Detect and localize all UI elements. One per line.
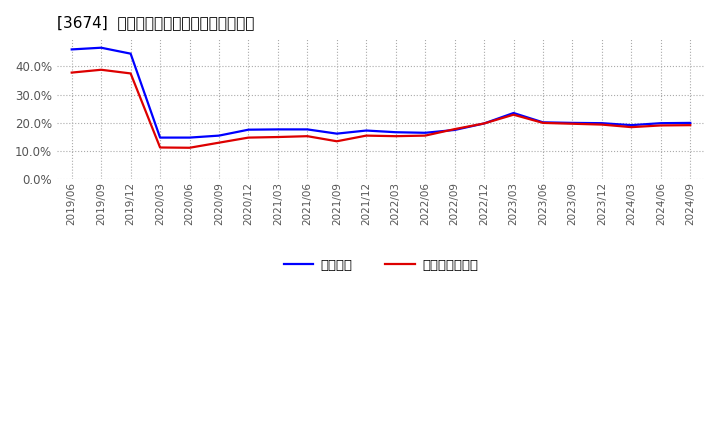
固定長期適合率 — [362, 133, 371, 138]
固定長期適合率 — [126, 71, 135, 76]
固定長期適合率 — [244, 135, 253, 140]
固定長期適合率 — [156, 145, 164, 150]
固定長期適合率 — [450, 126, 459, 132]
固定長期適合率 — [97, 67, 106, 73]
固定比率 — [156, 135, 164, 140]
固定長期適合率 — [185, 145, 194, 150]
固定比率 — [686, 120, 695, 125]
固定長期適合率 — [480, 121, 488, 126]
固定長期適合率 — [215, 140, 223, 145]
Line: 固定比率: 固定比率 — [72, 48, 690, 138]
Line: 固定長期適合率: 固定長期適合率 — [72, 70, 690, 148]
固定比率 — [333, 131, 341, 136]
固定長期適合率 — [274, 134, 282, 139]
固定長期適合率 — [568, 121, 577, 126]
固定比率 — [480, 121, 488, 126]
固定長期適合率 — [392, 134, 400, 139]
固定長期適合率 — [303, 134, 312, 139]
固定長期適合率 — [333, 139, 341, 144]
固定比率 — [126, 51, 135, 56]
固定比率 — [509, 110, 518, 116]
固定長期適合率 — [539, 120, 547, 125]
固定比率 — [657, 121, 665, 126]
固定比率 — [539, 120, 547, 125]
固定比率 — [185, 135, 194, 140]
固定比率 — [68, 47, 76, 52]
固定比率 — [303, 127, 312, 132]
固定長期適合率 — [686, 122, 695, 128]
固定比率 — [392, 130, 400, 135]
固定比率 — [450, 127, 459, 132]
固定比率 — [568, 120, 577, 125]
固定長期適合率 — [68, 70, 76, 75]
固定比率 — [97, 45, 106, 50]
固定比率 — [215, 133, 223, 138]
固定長期適合率 — [509, 112, 518, 117]
固定比率 — [598, 121, 606, 126]
Legend: 固定比率, 固定長期適合率: 固定比率, 固定長期適合率 — [278, 254, 484, 277]
Text: [3674]  固定比率、固定長期適合率の推移: [3674] 固定比率、固定長期適合率の推移 — [57, 15, 254, 30]
固定長期適合率 — [598, 122, 606, 127]
固定比率 — [627, 122, 636, 128]
固定長期適合率 — [627, 125, 636, 130]
固定長期適合率 — [421, 133, 430, 138]
固定比率 — [362, 128, 371, 133]
固定比率 — [421, 130, 430, 136]
固定比率 — [274, 127, 282, 132]
固定比率 — [244, 127, 253, 132]
固定長期適合率 — [657, 123, 665, 128]
